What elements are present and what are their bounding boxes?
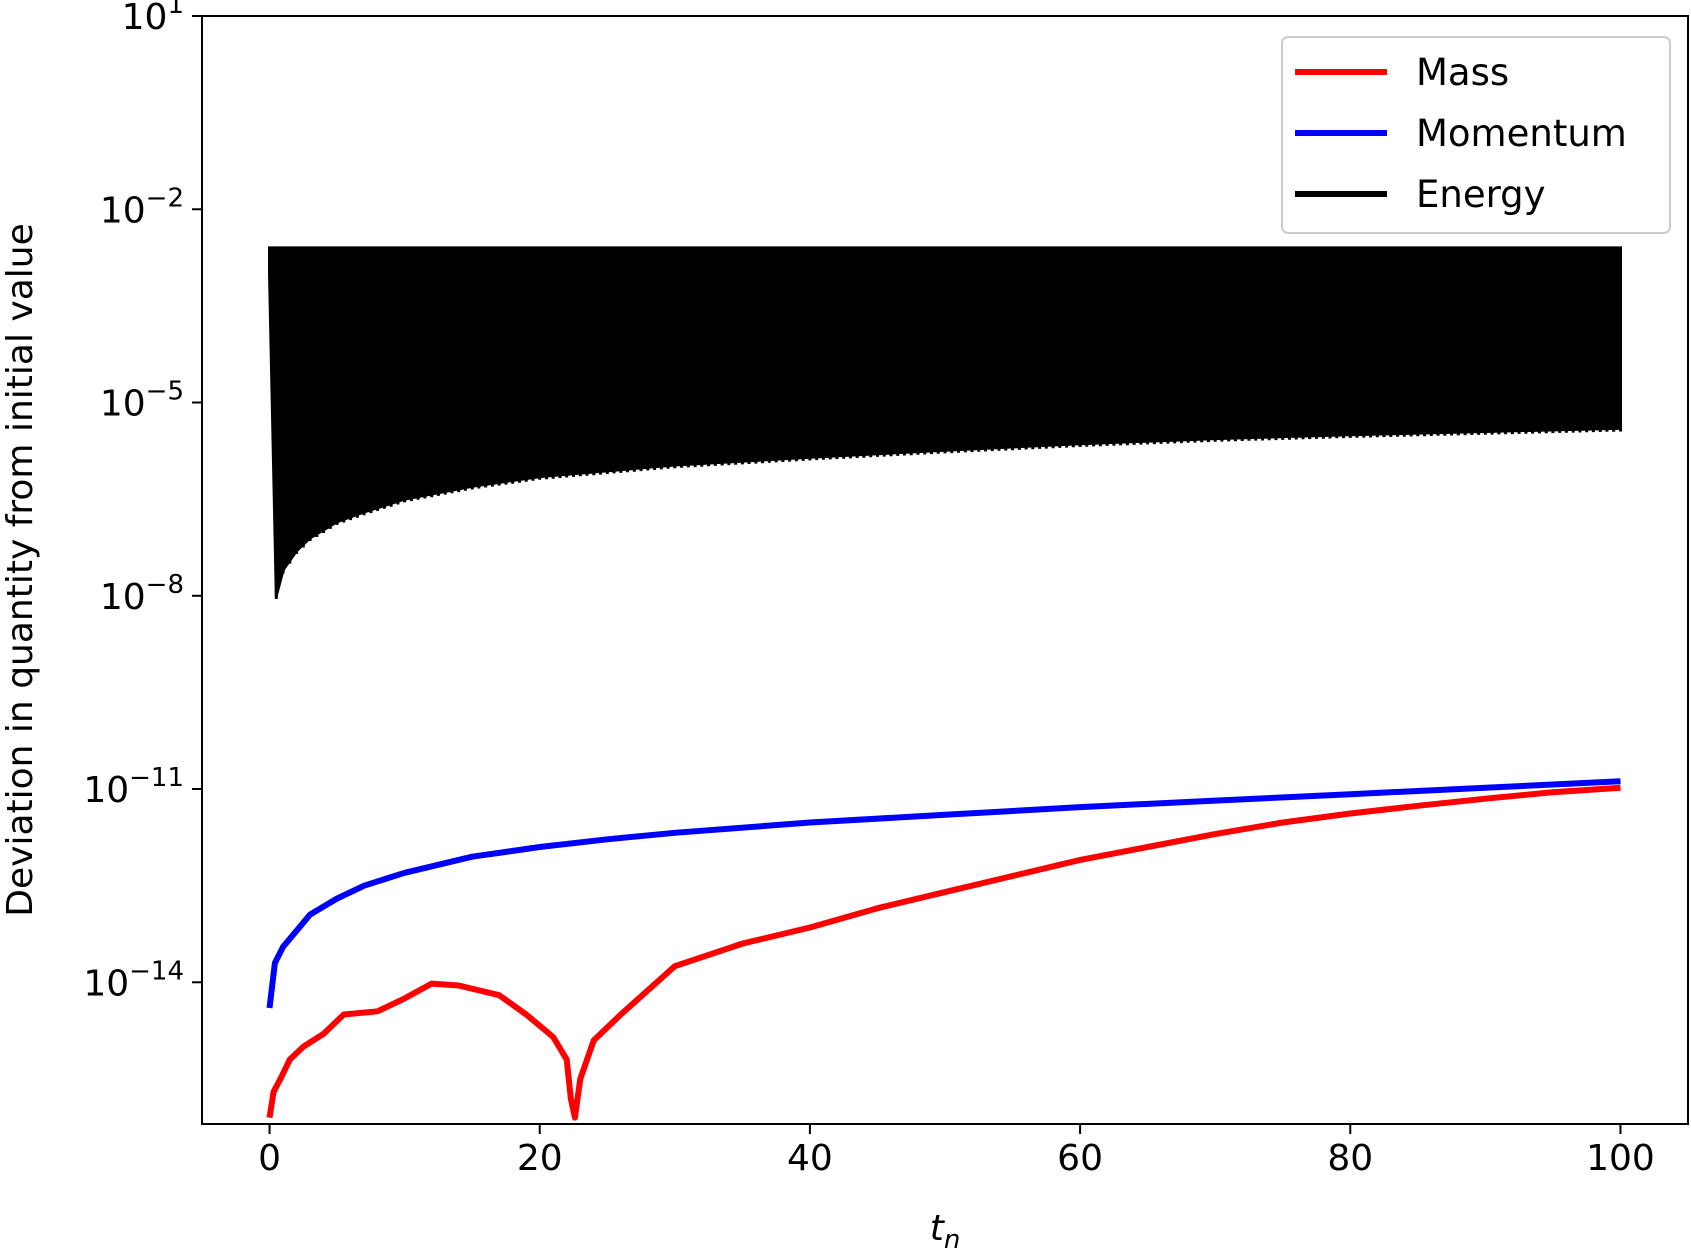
x-axis: 0 20 40 60 80 100 <box>258 1124 1655 1179</box>
legend-label-mass: Mass <box>1416 51 1509 94</box>
y-tick-label: 10−8 <box>100 570 184 618</box>
axes-frame <box>201 15 1689 1125</box>
series-energy-oscillations <box>274 247 1622 599</box>
x-tick-label: 20 <box>517 1138 563 1179</box>
y-tick-label: 101 <box>122 0 184 38</box>
legend-label-momentum: Momentum <box>1416 112 1627 155</box>
y-tick-label: 10−5 <box>100 377 184 425</box>
y-axis-label: Deviation in quantity from initial value <box>0 223 41 916</box>
y-axis: 101 10−2 10−5 10−8 10−11 10−14 <box>83 0 202 1004</box>
x-tick-label: 80 <box>1327 1138 1373 1179</box>
plot-area <box>266 246 1622 1121</box>
y-tick-label: 10−2 <box>100 183 184 231</box>
x-axis-label: tn <box>930 1208 961 1253</box>
x-tick-label: 40 <box>787 1138 833 1179</box>
x-tick-label: 60 <box>1057 1138 1103 1179</box>
legend: Mass Momentum Energy <box>1281 36 1671 234</box>
x-tick-label: 0 <box>258 1138 281 1179</box>
y-tick-label: 10−11 <box>83 763 184 811</box>
x-axis-label-sub: n <box>944 1225 960 1253</box>
series-mass-line <box>266 784 1621 1121</box>
x-tick-label: 100 <box>1586 1138 1655 1179</box>
series-momentum-line <box>266 778 1621 1009</box>
x-axis-label-main: t <box>930 1208 946 1249</box>
y-tick-label: 10−14 <box>83 956 184 1004</box>
legend-label-energy: Energy <box>1416 173 1546 216</box>
legend-box <box>1281 36 1671 234</box>
